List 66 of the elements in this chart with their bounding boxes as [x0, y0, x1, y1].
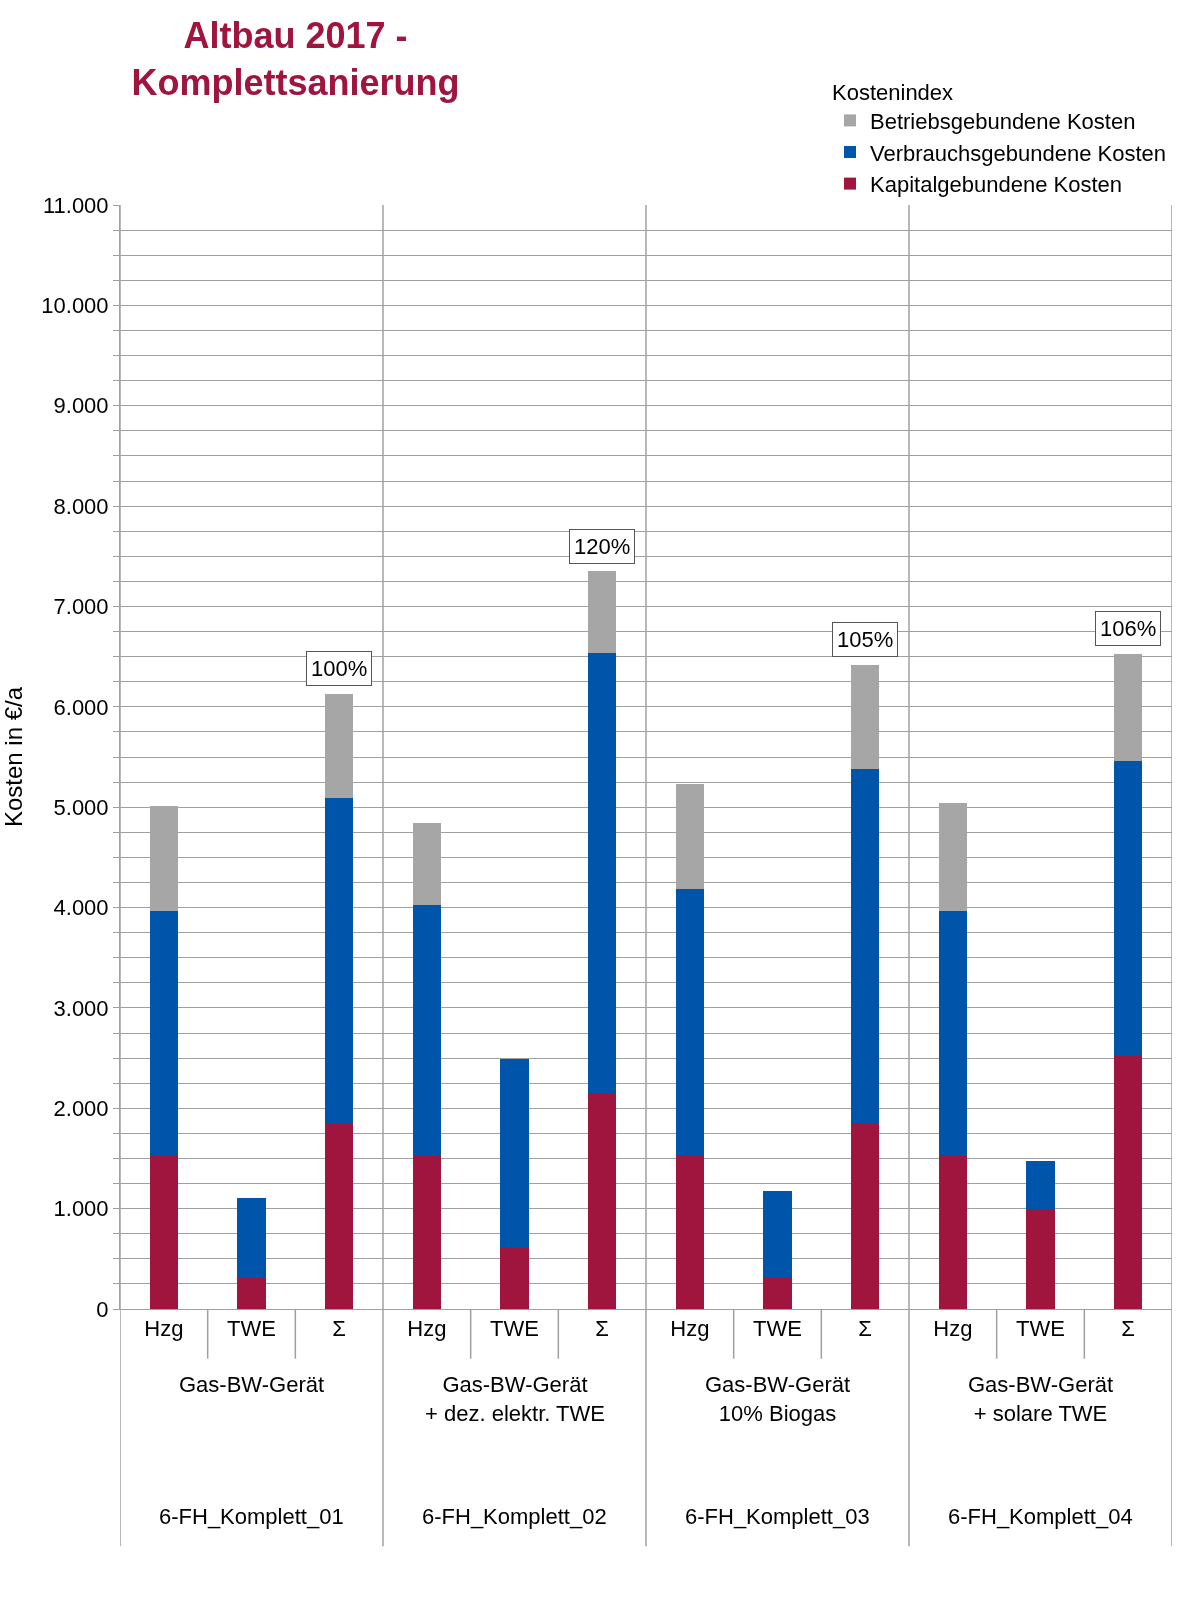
x-tick-label: Σ [1121, 1316, 1135, 1342]
y-tick-label: 7.000 [53, 594, 109, 620]
text: 6-FH_Komplett_01 [159, 1504, 344, 1529]
text: 6-FH_Komplett_04 [948, 1504, 1133, 1529]
bar [500, 1247, 529, 1309]
x-tick-label: TWE [227, 1316, 276, 1342]
y-tick-label: 2.000 [53, 1095, 109, 1121]
y-tick-label: 0 [96, 1296, 109, 1322]
legend-label: Kapitalgebundene Kosten [870, 172, 1122, 198]
bar [325, 1123, 354, 1309]
legend-label: Verbrauchsgebundene Kosten [870, 140, 1167, 166]
bar [237, 1197, 266, 1278]
bar [588, 652, 617, 1094]
bar [1114, 1055, 1143, 1309]
y-axis-title: Kosten in €/a [0, 686, 27, 828]
text: 6-FH_Komplett_02 [422, 1504, 607, 1529]
bar [675, 889, 704, 1157]
x-tick-label: Hzg [144, 1316, 184, 1342]
bar [325, 798, 354, 1124]
annotation: 100% [311, 656, 368, 681]
bar [938, 910, 967, 1157]
y-tick-label: 9.000 [53, 393, 109, 419]
text: 6-FH_Komplett_03 [685, 1504, 870, 1529]
bar [1026, 1208, 1055, 1309]
y-tick-label: 10.000 [41, 293, 109, 319]
bar [412, 904, 441, 1157]
x-tick-label: TWE [490, 1316, 539, 1342]
y-tick-label: 8.000 [53, 493, 109, 519]
x-tick-label: Σ [595, 1316, 609, 1342]
bar [763, 1190, 792, 1278]
bar [851, 769, 880, 1124]
bar [237, 1277, 266, 1309]
bar [938, 1156, 967, 1309]
text: Gas-BW-Gerät + dez. elektr. TWE [425, 1372, 605, 1426]
bar [149, 1156, 178, 1309]
text: Gas-BW-Gerät 10% Biogas [705, 1372, 851, 1426]
y-tick-label: 1.000 [53, 1196, 109, 1222]
bar [149, 910, 178, 1157]
text: Gas-BW-Gerät + solare TWE [968, 1372, 1114, 1426]
legend-title: Kostenindex [832, 79, 954, 105]
y-tick-label: 3.000 [53, 995, 109, 1021]
x-tick-label: Hzg [407, 1316, 447, 1342]
bar [1114, 761, 1143, 1056]
x-tick-label: Σ [332, 1316, 346, 1342]
bar [500, 1059, 529, 1248]
bar [851, 1123, 880, 1309]
annotation: 120% [574, 534, 631, 559]
annotation: 105% [837, 627, 894, 652]
x-tick-label: TWE [1016, 1316, 1065, 1342]
bar [675, 1156, 704, 1309]
bar [588, 1093, 617, 1309]
y-tick-label: 4.000 [53, 895, 109, 921]
y-tick-label: 11.000 [42, 192, 109, 218]
x-tick-label: TWE [753, 1316, 802, 1342]
text: Gas-BW-Gerät [179, 1372, 325, 1397]
annotation: 106% [1100, 616, 1157, 641]
y-tick-label: 6.000 [53, 694, 109, 720]
x-tick-label: Hzg [670, 1316, 710, 1342]
bar [1026, 1161, 1055, 1209]
bar [412, 1156, 441, 1309]
x-tick-label: Σ [858, 1316, 872, 1342]
x-tick-label: Hzg [933, 1316, 973, 1342]
chart-title: Altbau 2017 - Komplettsanierung [131, 15, 460, 104]
legend-label: Betriebsgebundene Kosten [870, 108, 1136, 134]
bar [763, 1277, 792, 1309]
y-tick-label: 5.000 [53, 794, 109, 820]
